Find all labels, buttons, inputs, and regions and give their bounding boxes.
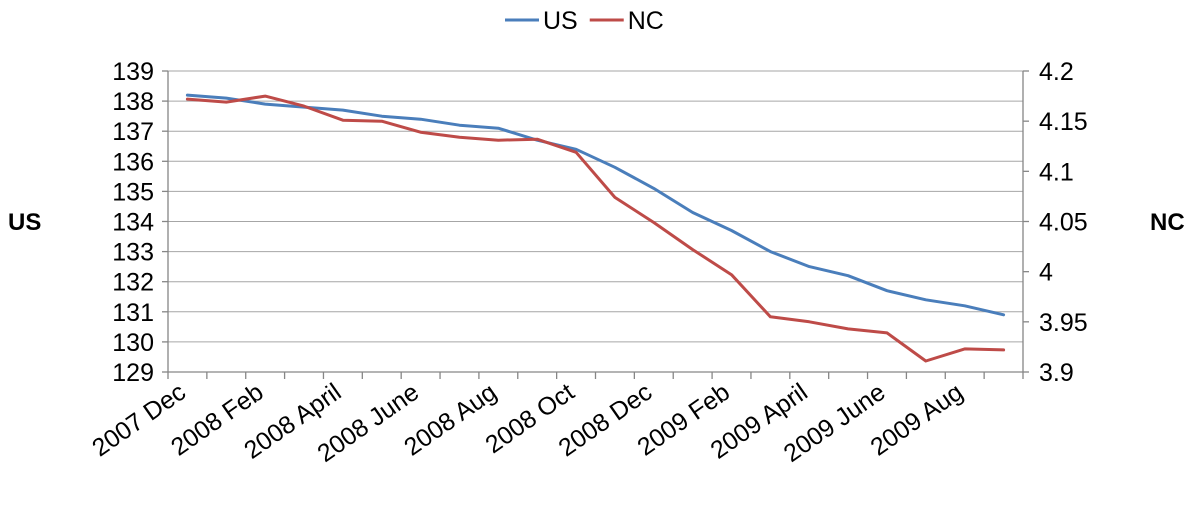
axes (162, 70, 1029, 379)
right-y-tick-label: 4.2 (1039, 58, 1074, 86)
right-axis-title: NC (1150, 209, 1185, 236)
series-line-nc (185, 94, 1006, 363)
series-line-us (185, 93, 1006, 317)
left-y-tick-label: 134 (112, 209, 154, 237)
right-y-tick-label: 4 (1039, 259, 1053, 287)
right-y-tick-label: 3.9 (1039, 359, 1074, 387)
right-y-tick-label: 4.05 (1039, 209, 1088, 237)
right-y-axis-tick-labels: 3.9 3.95 4 4.05 4.1 4.15 4.2 (1039, 58, 1088, 387)
legend-label-us: US (543, 7, 578, 35)
gridlines (168, 70, 1023, 343)
legend-label-nc: NC (628, 7, 664, 35)
left-y-tick-label: 133 (112, 239, 154, 267)
left-axis-title: US (8, 209, 41, 236)
legend: US NC (505, 7, 664, 35)
series-lines (185, 93, 1006, 363)
left-y-tick-label: 138 (112, 88, 154, 116)
left-y-tick-label: 136 (112, 148, 154, 176)
left-y-tick-label: 130 (112, 329, 154, 357)
left-y-tick-label: 132 (112, 269, 154, 297)
left-y-tick-label: 139 (112, 58, 154, 86)
right-y-tick-label: 3.95 (1039, 309, 1088, 337)
right-y-tick-label: 4.1 (1039, 158, 1074, 186)
left-y-tick-label: 131 (112, 299, 154, 327)
left-y-tick-label: 137 (112, 118, 154, 146)
left-y-tick-label: 129 (112, 359, 154, 387)
right-y-tick-label: 4.15 (1039, 108, 1088, 136)
left-y-tick-label: 135 (112, 178, 154, 206)
